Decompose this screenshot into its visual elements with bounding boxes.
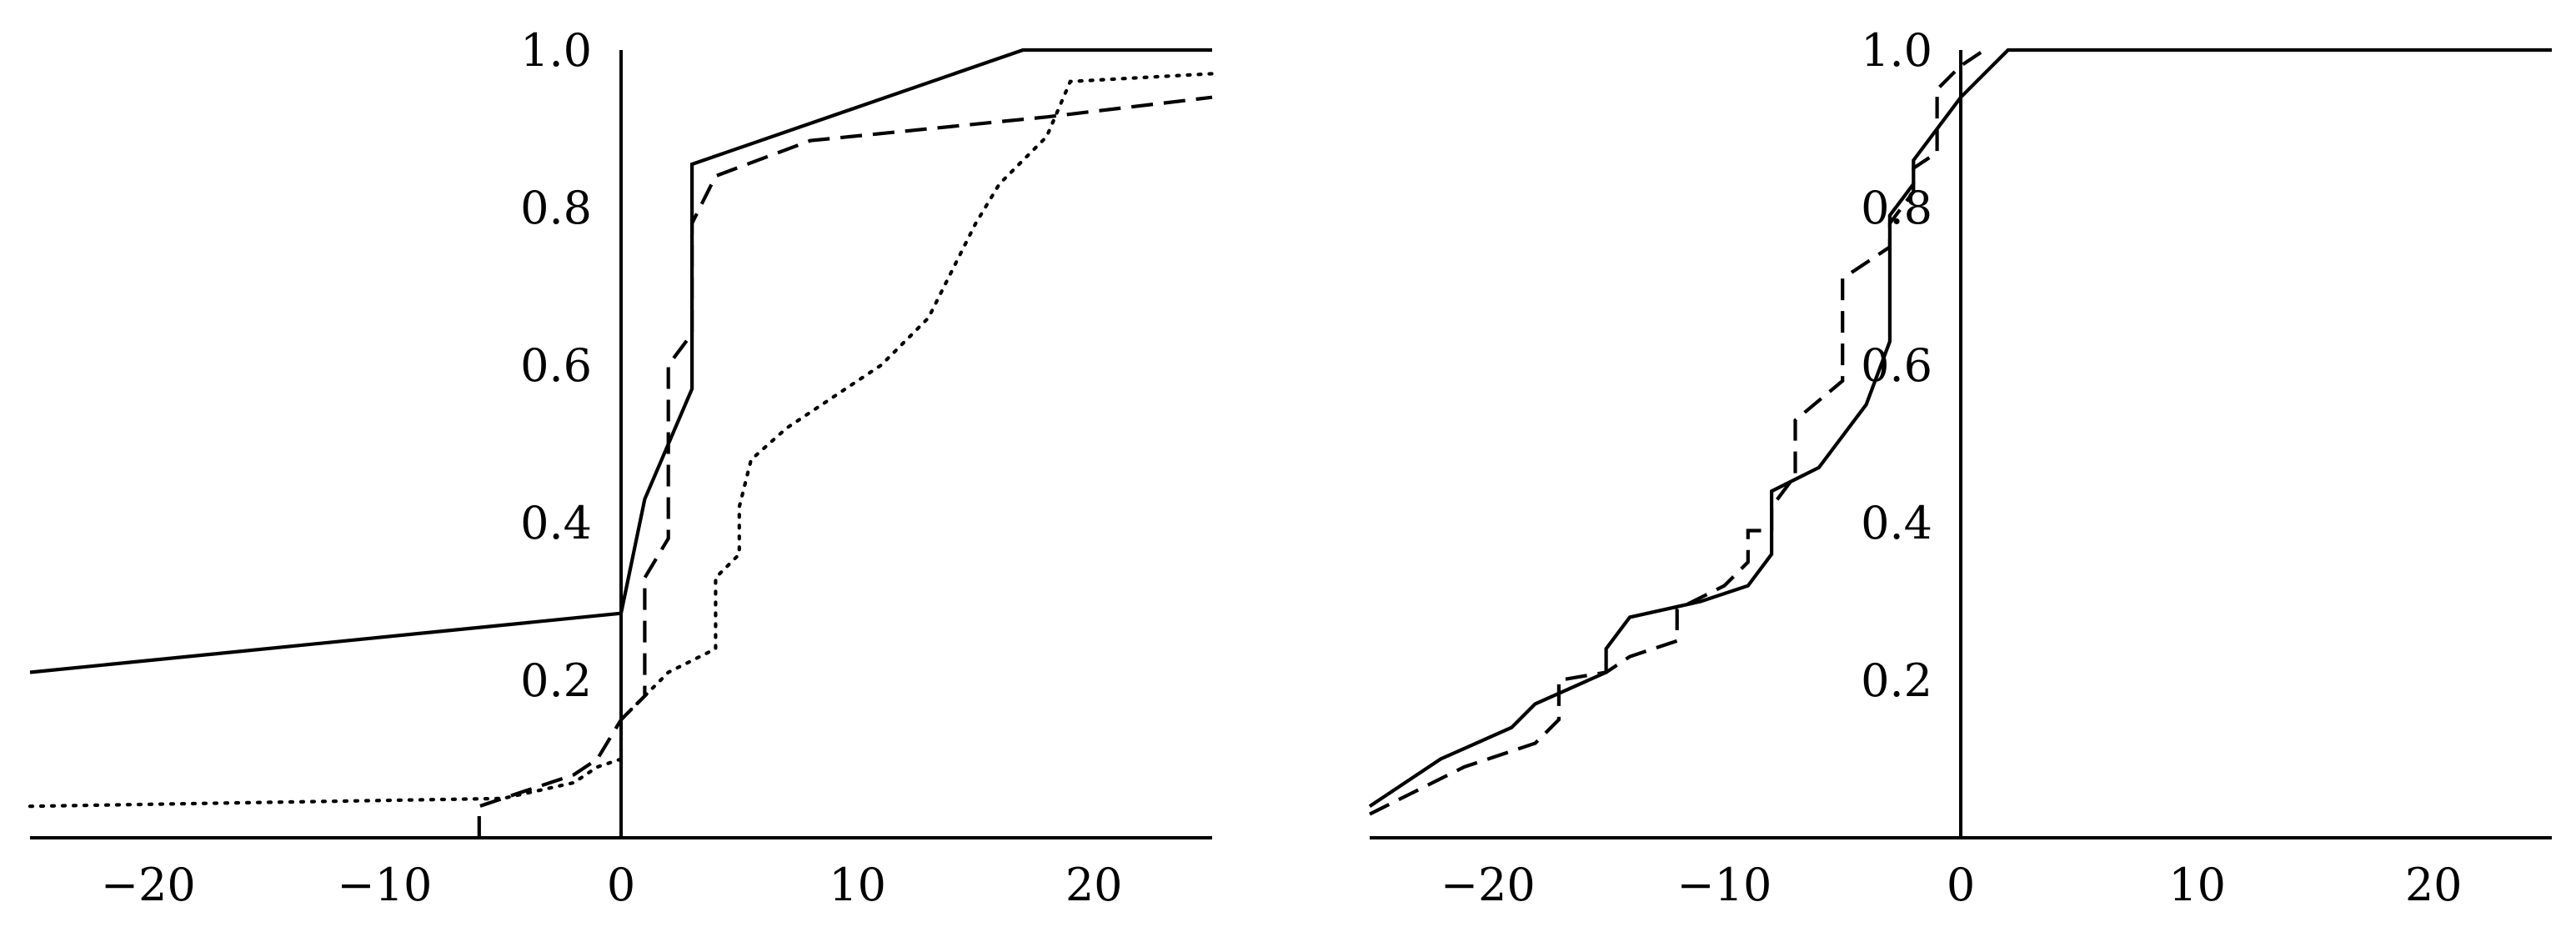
y-tick-label: 0.6 xyxy=(520,339,592,392)
left-panel: −20 −10 0 10 20 0.2 0.4 0.6 0.8 1.0 xyxy=(28,24,1215,911)
x-tick-label: 20 xyxy=(1065,859,1123,911)
x-tick-label: 20 xyxy=(2405,859,2463,911)
x-tick-label: 0 xyxy=(607,859,635,911)
y-tick-label: 0.4 xyxy=(520,497,592,549)
x-tick-label: −10 xyxy=(337,859,432,911)
y-tick-label: 0.2 xyxy=(520,654,592,707)
x-tick-label: 10 xyxy=(2168,859,2226,911)
y-tick-label: 0.6 xyxy=(1861,339,1932,392)
x-tick-label: −20 xyxy=(1441,859,1536,911)
x-tick-label: 10 xyxy=(829,859,886,911)
right-panel: −20 −10 0 10 200.20.40.60.81.0 xyxy=(1368,24,2552,911)
y-tick-label: 0.4 xyxy=(1861,497,1932,549)
series-line-dotted xyxy=(28,72,1215,809)
series-line-solid xyxy=(29,48,1212,674)
x-tick-label: −10 xyxy=(1676,859,1772,911)
y-tick-label: 1.0 xyxy=(520,24,592,77)
x-tick-label: −20 xyxy=(101,859,196,911)
series-line-dashed xyxy=(1369,48,1986,816)
x-tick-label: 0 xyxy=(1947,859,1975,911)
y-tick-label: 0.8 xyxy=(520,182,592,234)
y-tick-label: 0.2 xyxy=(1861,654,1932,707)
y-tick-label: 1.0 xyxy=(1861,24,1932,77)
series-line-dashed xyxy=(477,95,1213,838)
